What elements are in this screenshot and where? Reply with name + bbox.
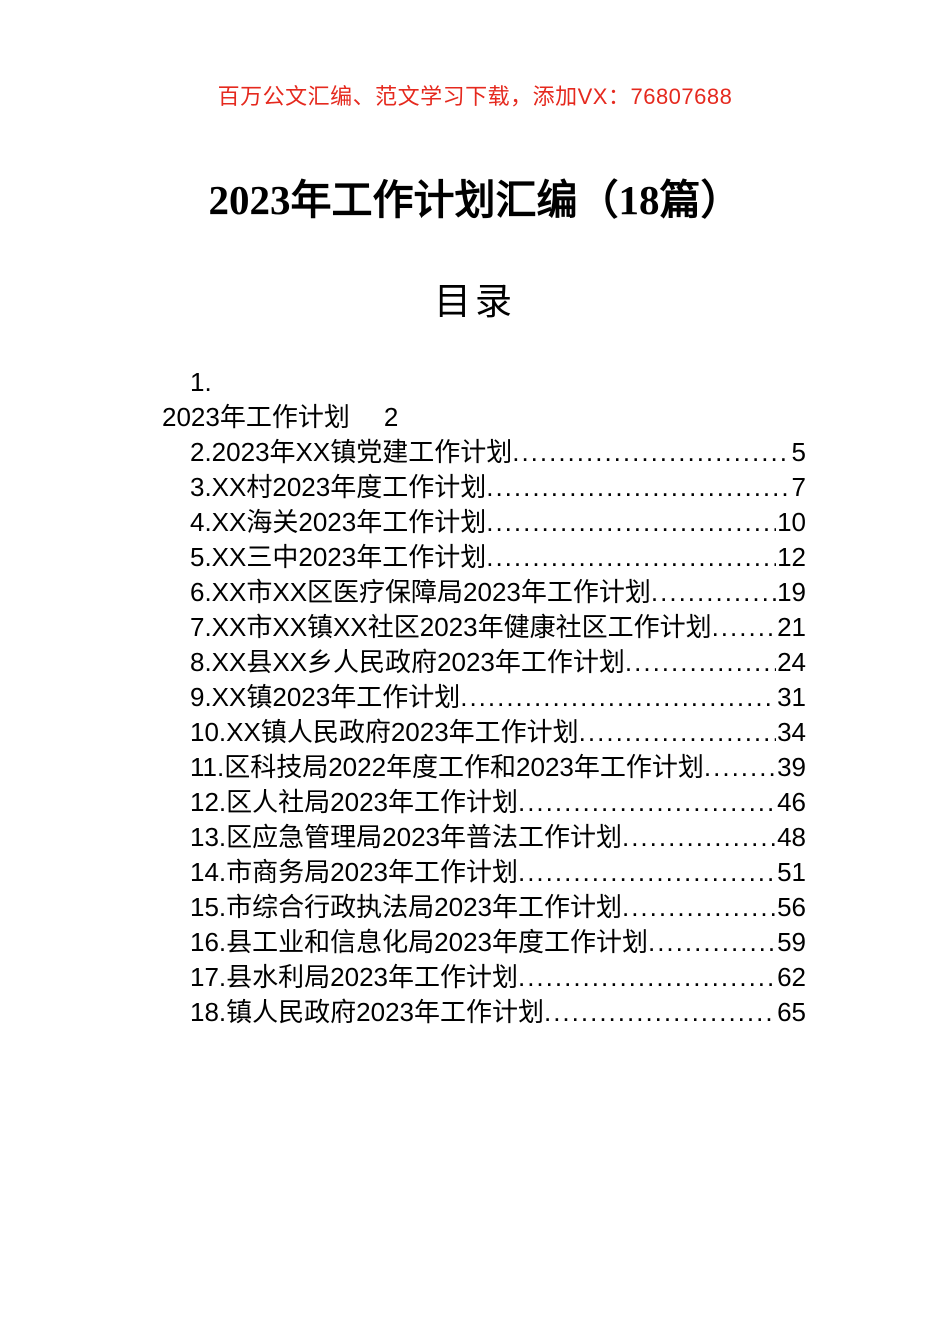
toc-entry-title-line: 2023年工作计划 2 bbox=[162, 400, 806, 435]
toc-entry-number-line: 1. bbox=[190, 367, 212, 397]
toc-page-number: 34 bbox=[777, 717, 806, 747]
toc-leader-dots bbox=[518, 785, 776, 820]
toc-page-number: 56 bbox=[777, 892, 806, 922]
toc-page-number: 51 bbox=[777, 857, 806, 887]
toc-heading: 目录 bbox=[434, 281, 516, 322]
toc-entry[interactable]: 17.县水利局2023年工作计划 62 bbox=[162, 960, 806, 995]
toc-entry[interactable]: 7.XX市XX镇XX社区2023年健康社区工作计划 21 bbox=[162, 610, 806, 645]
toc-leader-dots bbox=[704, 750, 776, 785]
toc-leader-dots bbox=[512, 435, 790, 470]
toc-page-number: 7 bbox=[791, 472, 806, 502]
toc-entry[interactable]: 10.XX镇人民政府2023年工作计划 34 bbox=[162, 715, 806, 750]
toc-page-number: 48 bbox=[777, 822, 806, 852]
toc-entry-title: 12.区人社局2023年工作计划 bbox=[190, 787, 518, 817]
toc-page-number: 10 bbox=[777, 507, 806, 537]
toc-entry[interactable]: 16.县工业和信息化局2023年度工作计划 59 bbox=[162, 925, 806, 960]
toc-leader-dots bbox=[712, 610, 777, 645]
toc-leader-dots bbox=[651, 575, 776, 610]
toc-entry[interactable]: 4.XX海关2023年工作计划 10 bbox=[162, 505, 806, 540]
toc-entry-title: 6.XX市XX区医疗保障局2023年工作计划 bbox=[190, 577, 651, 607]
toc-page-number: 19 bbox=[777, 577, 806, 607]
toc-entry[interactable]: 13.区应急管理局2023年普法工作计划 48 bbox=[162, 820, 806, 855]
toc-leader-dots bbox=[486, 540, 776, 575]
toc-leader-dots bbox=[648, 925, 776, 960]
toc-entry-title: 4.XX海关2023年工作计划 bbox=[190, 507, 487, 537]
toc-entry[interactable]: 8.XX县XX乡人民政府2023年工作计划 24 bbox=[162, 645, 806, 680]
toc-entry[interactable]: 12.区人社局2023年工作计划 46 bbox=[162, 785, 806, 820]
toc-entry-title: 2023年工作计划 bbox=[162, 402, 350, 432]
toc-leader-dots bbox=[486, 470, 790, 505]
toc-entry-title: 8.XX县XX乡人民政府2023年工作计划 bbox=[190, 647, 625, 677]
toc-entry[interactable]: 6.XX市XX区医疗保障局2023年工作计划 19 bbox=[162, 575, 806, 610]
toc-entry-title: 2.2023年XX镇党建工作计划 bbox=[190, 437, 513, 467]
watermark-notice: 百万公文汇编、范文学习下载，添加VX：76807688 bbox=[217, 84, 733, 109]
toc-entry[interactable]: 5.XX三中2023年工作计划 12 bbox=[162, 540, 806, 575]
toc-page-number: 5 bbox=[791, 437, 806, 467]
toc-page-number: 12 bbox=[777, 542, 806, 572]
toc-entry-title: 5.XX三中2023年工作计划 bbox=[190, 542, 487, 572]
toc-page-number: 2 bbox=[383, 402, 399, 432]
toc-entry[interactable]: 3.XX村2023年度工作计划 7 bbox=[162, 470, 806, 505]
toc-entry[interactable]: 2.2023年XX镇党建工作计划 5 bbox=[162, 435, 806, 470]
toc-leader-dots bbox=[518, 855, 776, 890]
toc-leader-dots bbox=[544, 995, 776, 1030]
toc-entry-title: 16.县工业和信息化局2023年度工作计划 bbox=[190, 927, 648, 957]
toc-entry-title: 7.XX市XX镇XX社区2023年健康社区工作计划 bbox=[190, 612, 712, 642]
toc-entry[interactable]: 15.市综合行政执法局2023年工作计划 56 bbox=[162, 890, 806, 925]
toc-leader-dots bbox=[460, 680, 776, 715]
toc-entry-title: 10.XX镇人民政府2023年工作计划 bbox=[190, 717, 579, 747]
toc-page-number: 59 bbox=[777, 927, 806, 957]
toc-entry[interactable]: 9.XX镇2023年工作计划 31 bbox=[162, 680, 806, 715]
toc-entry-title: 18.镇人民政府2023年工作计划 bbox=[190, 997, 544, 1027]
toc-entry-title: 9.XX镇2023年工作计划 bbox=[190, 682, 461, 712]
toc-leader-dots bbox=[518, 960, 776, 995]
toc-page-number: 24 bbox=[777, 647, 806, 677]
toc-entry-title: 14.市商务局2023年工作计划 bbox=[190, 857, 518, 887]
table-of-contents: 1. 2023年工作计划 2 2.2023年XX镇党建工作计划 5 3.XX村20… bbox=[162, 365, 806, 1030]
toc-leader-dots bbox=[622, 890, 776, 925]
toc-entry-title: 11.区科技局2022年度工作和2023年工作计划 bbox=[190, 752, 704, 782]
document-title: 2023年工作计划汇编（18篇） bbox=[208, 177, 742, 223]
toc-entry[interactable]: 11.区科技局2022年度工作和2023年工作计划 39 bbox=[162, 750, 806, 785]
toc-page-number: 31 bbox=[777, 682, 806, 712]
toc-entry-title: 13.区应急管理局2023年普法工作计划 bbox=[190, 822, 622, 852]
toc-entry-title: 3.XX村2023年度工作计划 bbox=[190, 472, 487, 502]
toc-page-number: 62 bbox=[777, 962, 806, 992]
toc-page-number: 65 bbox=[777, 997, 806, 1027]
toc-entry-title: 17.县水利局2023年工作计划 bbox=[190, 962, 518, 992]
toc-page-number: 46 bbox=[777, 787, 806, 817]
toc-entry[interactable]: 14.市商务局2023年工作计划 51 bbox=[162, 855, 806, 890]
toc-page-number: 39 bbox=[777, 752, 806, 782]
toc-entry-first[interactable]: 1. 2023年工作计划 2 bbox=[162, 365, 806, 435]
toc-entry-title: 15.市综合行政执法局2023年工作计划 bbox=[190, 892, 622, 922]
toc-leader-dots bbox=[486, 505, 776, 540]
toc-entry[interactable]: 18.镇人民政府2023年工作计划 65 bbox=[162, 995, 806, 1030]
toc-page-number: 21 bbox=[777, 612, 806, 642]
toc-leader-dots bbox=[579, 715, 776, 750]
toc-leader-dots bbox=[622, 820, 776, 855]
toc-leader-dots bbox=[625, 645, 776, 680]
